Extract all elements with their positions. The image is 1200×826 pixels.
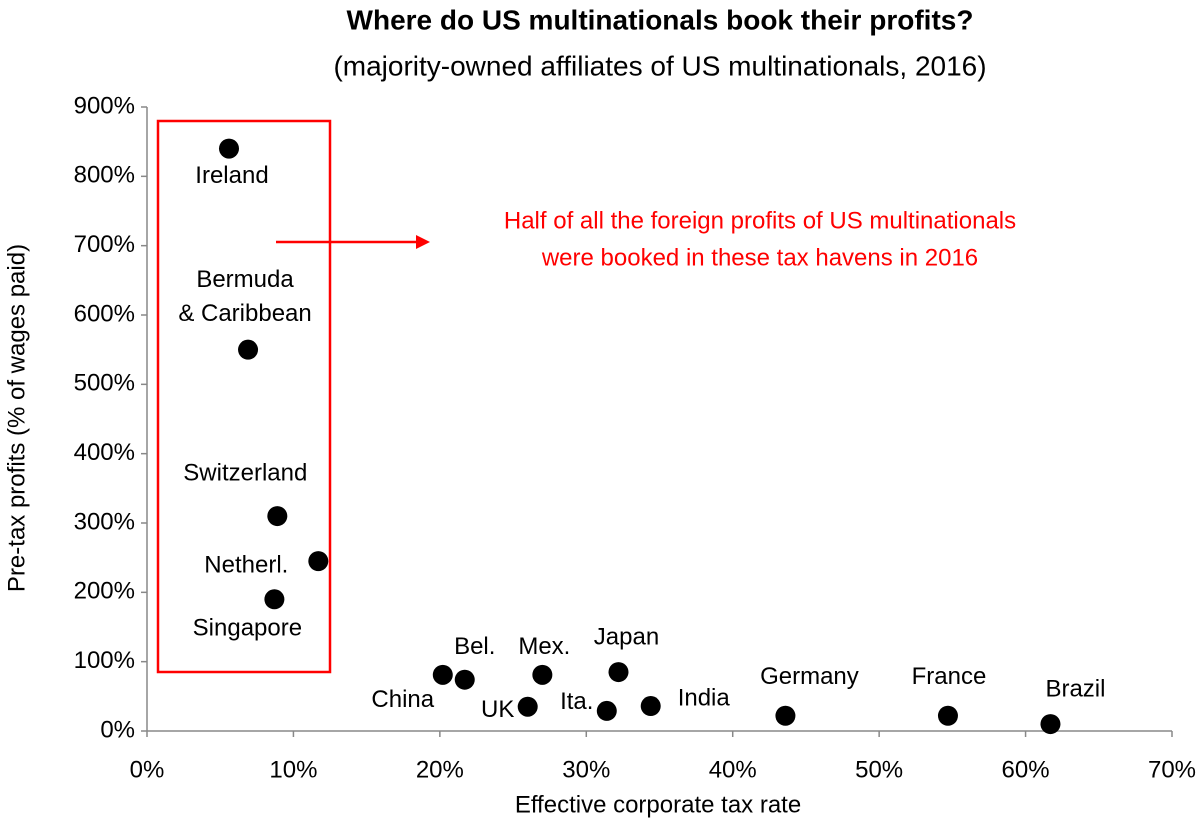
point [775,705,796,726]
point [238,339,259,360]
point-label: Brazil [1045,675,1105,702]
point-label: Switzerland [183,459,307,486]
point-label: Ita. [560,688,593,715]
y-tick-label: 500% [74,370,135,397]
point-label: Netherl. [204,551,288,578]
arrow-head [416,235,430,249]
x-tick-label: 20% [416,756,464,783]
y-axis-label: Pre-tax profits (% of wages paid) [3,244,30,592]
point [432,664,453,685]
point-label: Japan [594,623,659,650]
x-tick-label: 10% [269,756,317,783]
y-tick-label: 100% [74,647,135,674]
point-label: Mex. [518,633,570,660]
point [608,662,629,683]
point [640,696,661,717]
point [219,138,239,159]
point [264,589,285,610]
y-tick-label: 800% [74,162,135,189]
point [454,669,475,690]
point [937,705,958,726]
chart-title: Where do US multinationals book their pr… [347,4,974,35]
point [517,696,538,717]
point-label: Ireland [195,162,268,189]
y-tick-label: 300% [74,508,135,535]
y-tick-label: 900% [74,92,135,119]
point-label: Bel. [454,633,495,660]
x-tick-label: 70% [1148,756,1196,783]
point-label: & Caribbean [178,300,311,327]
chart-subtitle: (majority-owned affiliates of US multina… [333,50,986,81]
annotation: Half of all the foreign profits of US mu… [504,207,1016,234]
point-label: France [912,663,987,690]
point-label: Bermuda [196,266,294,293]
point-label: UK [481,696,514,723]
y-tick-label: 600% [74,300,135,327]
highlight-box [156,119,332,674]
x-tick-label: 0% [130,756,165,783]
point [1040,714,1061,735]
point-label: China [371,686,434,713]
y-tick-label: 200% [74,578,135,605]
point [532,664,553,685]
point-label: India [678,684,731,711]
point [596,700,617,721]
point [308,551,329,572]
x-tick-label: 30% [562,756,610,783]
x-axis-label: Effective corporate tax rate [515,791,801,818]
point [267,506,288,527]
x-tick-label: 60% [1002,756,1050,783]
x-tick-label: 50% [855,756,903,783]
y-tick-label: 400% [74,439,135,466]
y-tick-label: 0% [100,716,135,743]
point-label: Germany [760,663,859,690]
x-tick-label: 40% [709,756,757,783]
y-tick-label: 700% [74,231,135,258]
point-label: Singapore [193,615,302,642]
annotation: were booked in these tax havens in 2016 [541,244,978,271]
